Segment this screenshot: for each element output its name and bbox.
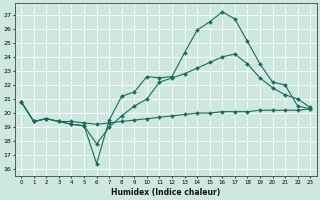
X-axis label: Humidex (Indice chaleur): Humidex (Indice chaleur) — [111, 188, 220, 197]
